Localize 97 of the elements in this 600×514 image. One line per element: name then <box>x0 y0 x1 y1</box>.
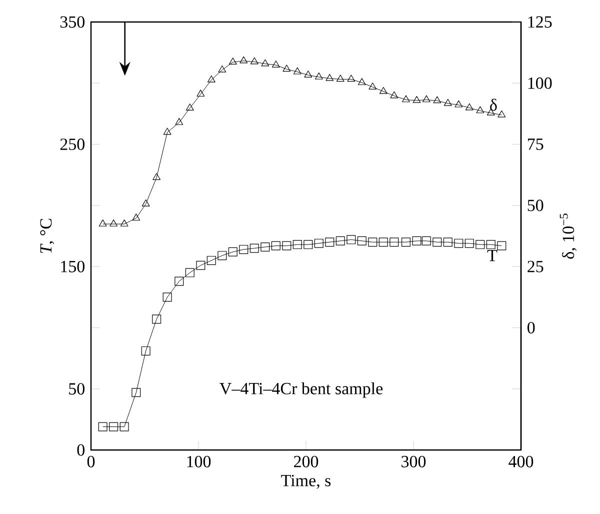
point <box>206 256 216 265</box>
y2-tick-label: 125 <box>528 16 552 28</box>
y2-tick-label: 50 <box>528 200 544 212</box>
point <box>486 240 496 250</box>
point <box>443 238 452 247</box>
point <box>110 220 118 226</box>
point <box>368 82 377 90</box>
point <box>282 64 291 72</box>
point <box>120 220 128 226</box>
y2-tick-label: 100 <box>528 77 552 89</box>
point <box>444 98 452 106</box>
point <box>454 100 463 108</box>
x-tick-label: 100 <box>187 456 211 468</box>
point <box>152 314 162 324</box>
point <box>250 57 258 64</box>
point <box>433 96 442 104</box>
point <box>292 240 302 250</box>
y-tick-label: 50 <box>69 383 84 395</box>
point <box>196 260 206 270</box>
point <box>261 59 270 66</box>
series-label: δ <box>490 98 497 111</box>
point <box>163 128 172 135</box>
point <box>325 238 334 247</box>
point <box>379 86 388 94</box>
y-tick-label: 150 <box>61 260 84 272</box>
point <box>368 238 378 247</box>
point <box>464 238 474 248</box>
point <box>498 110 506 118</box>
point <box>186 104 194 110</box>
point <box>132 214 140 221</box>
point <box>432 238 442 247</box>
point <box>314 72 323 80</box>
point <box>228 247 238 256</box>
point <box>185 268 194 278</box>
point <box>98 422 108 432</box>
y2-tick-label: 25 <box>528 260 544 272</box>
point <box>142 199 150 206</box>
point <box>174 276 184 286</box>
y2-tick-label: 75 <box>528 138 544 150</box>
point <box>272 60 280 68</box>
point <box>304 240 313 250</box>
x-axis-title: Time, s <box>281 474 331 489</box>
y-tick-label: 0 <box>77 444 84 456</box>
point <box>336 74 344 82</box>
point <box>98 220 107 226</box>
point <box>358 78 366 86</box>
y-tick-label: 350 <box>60 16 84 28</box>
point <box>465 103 474 110</box>
point <box>476 106 484 114</box>
series-label: T <box>487 250 498 262</box>
point <box>422 236 431 246</box>
x-tick-label: 0 <box>87 456 95 468</box>
point <box>357 236 366 246</box>
x-tick-label: 200 <box>294 456 318 468</box>
point <box>422 95 430 102</box>
point <box>412 236 422 246</box>
point <box>476 240 485 250</box>
y-axis-title: T, °C <box>40 218 54 253</box>
point <box>314 238 324 248</box>
point <box>271 241 280 250</box>
point <box>132 388 141 398</box>
point <box>240 56 248 64</box>
point <box>175 118 184 125</box>
point <box>378 238 388 247</box>
point <box>401 238 410 247</box>
annotation: V–4Ti–4Cr bent sample <box>220 382 383 398</box>
point <box>412 96 421 103</box>
x-tick-label: 300 <box>402 456 426 468</box>
point <box>109 422 118 432</box>
point <box>141 346 150 356</box>
point <box>250 244 259 253</box>
point <box>207 75 216 82</box>
point <box>402 95 410 102</box>
point <box>346 235 356 244</box>
y-tick-label: 250 <box>60 138 84 150</box>
point <box>336 236 345 246</box>
y2-tick-label: 0 <box>528 322 535 334</box>
point <box>304 70 312 78</box>
point <box>390 91 398 98</box>
point <box>228 58 237 65</box>
point <box>293 67 302 74</box>
point <box>260 242 270 252</box>
point <box>390 238 399 247</box>
point <box>218 251 227 260</box>
point <box>152 173 161 180</box>
y2-axis-title: δ, 10$^{−5}$ <box>560 214 577 259</box>
point <box>196 90 205 97</box>
point <box>454 238 464 248</box>
point <box>239 244 248 254</box>
point <box>326 74 334 81</box>
point <box>282 241 292 250</box>
point <box>162 292 172 302</box>
x-tick-label: 400 <box>508 456 534 468</box>
point <box>120 422 129 432</box>
point <box>347 74 356 82</box>
point <box>497 241 506 250</box>
point <box>218 65 226 72</box>
